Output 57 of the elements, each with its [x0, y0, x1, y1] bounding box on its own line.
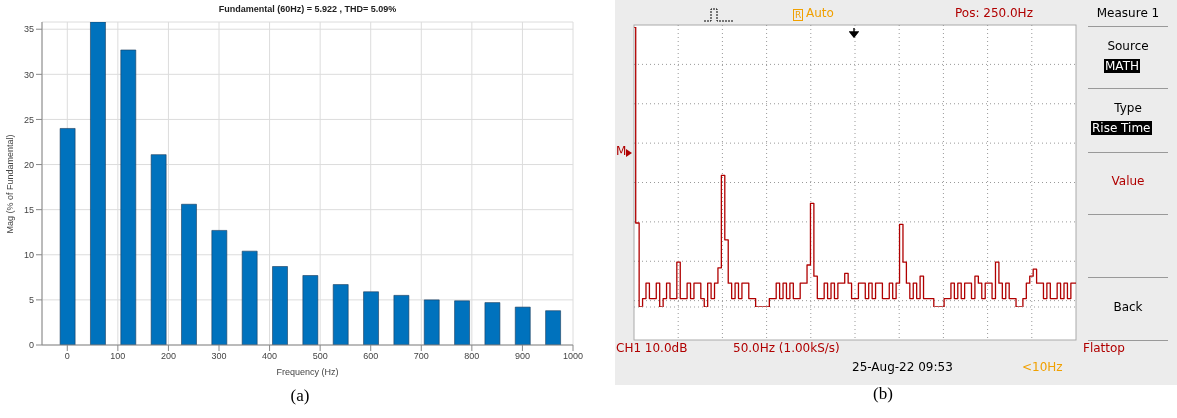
x-tick-label: 800 — [464, 351, 480, 362]
bar — [484, 302, 501, 345]
text: Source — [1107, 39, 1149, 53]
y-tick-label: 10 — [23, 249, 34, 260]
bar — [423, 299, 440, 345]
bar — [241, 250, 258, 345]
x-tick-label: 100 — [110, 351, 126, 362]
bar — [302, 275, 319, 345]
y-tick-label: 5 — [28, 295, 34, 306]
text: Measure 1 — [1096, 6, 1160, 20]
text: R — [793, 9, 804, 21]
y-axis-title: Mag (% of Fundamental) — [5, 134, 16, 234]
text: (a) — [289, 386, 311, 406]
bar — [363, 291, 379, 345]
text: 25-Aug-22 09:53 — [852, 360, 953, 374]
x-axis-title: Frequency (Hz) — [276, 367, 339, 377]
x-tick-label: 900 — [514, 351, 530, 362]
text: 50.0Hz (1.00kS/s) — [733, 341, 840, 355]
bar — [150, 154, 167, 345]
bar — [90, 22, 106, 345]
text: Flattop — [1083, 341, 1125, 355]
y-tick-label: 0 — [28, 340, 34, 351]
text: (b) — [873, 384, 893, 403]
bar — [514, 306, 531, 345]
text: Auto — [806, 6, 834, 20]
x-tick-label: 400 — [262, 351, 278, 362]
bar — [545, 310, 561, 345]
chart-title: Fundamental (60Hz) = 5.922 , THD= 5.09% — [217, 4, 398, 14]
text: CH1 10.0dB — [616, 341, 688, 355]
y-tick-label: 25 — [23, 114, 34, 125]
bar — [120, 49, 137, 345]
text: M — [616, 144, 627, 158]
bar — [393, 295, 410, 345]
y-tick-label: 30 — [23, 69, 34, 80]
x-tick-label: 200 — [160, 351, 176, 362]
text: Pos: 250.0Hz — [955, 6, 1033, 20]
x-tick-label: 1000 — [562, 351, 584, 362]
x-tick-label: 0 — [64, 351, 70, 362]
x-tick-label: 700 — [413, 351, 429, 362]
bar — [59, 128, 76, 345]
text: Rise Time — [1091, 121, 1152, 135]
bar — [454, 300, 470, 345]
text: Type — [1114, 101, 1142, 115]
x-tick-label: 300 — [211, 351, 227, 362]
text: Value — [1111, 174, 1145, 188]
text: MATH — [1104, 59, 1140, 73]
bar — [272, 266, 288, 345]
x-tick-label: 600 — [363, 351, 379, 362]
bar — [211, 230, 228, 345]
bar — [181, 203, 197, 345]
bar — [332, 284, 349, 345]
x-tick-label: 500 — [312, 351, 328, 362]
y-tick-label: 20 — [23, 159, 34, 170]
y-tick-label: 35 — [23, 24, 34, 35]
y-tick-label: 15 — [23, 204, 34, 215]
text: <10Hz — [1022, 360, 1063, 374]
text: Back — [1113, 300, 1143, 314]
